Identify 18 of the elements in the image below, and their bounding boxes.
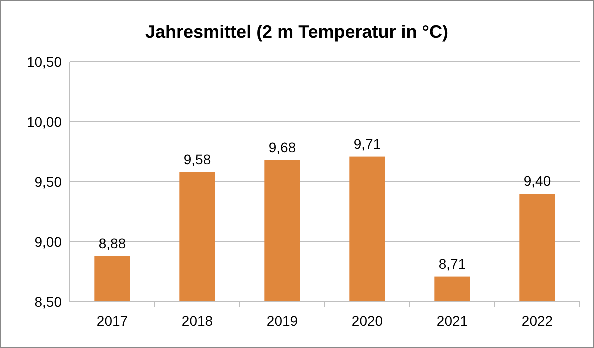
y-tick-label: 8,50	[34, 294, 62, 310]
x-tick-label: 2019	[266, 313, 298, 329]
y-tick-label: 9,00	[34, 234, 62, 250]
y-tick-label: 9,50	[34, 174, 62, 190]
x-tick-label: 2022	[522, 313, 554, 329]
y-tick-label: 10,00	[26, 114, 62, 130]
x-tick-label: 2021	[436, 313, 468, 329]
data-label: 9,68	[268, 139, 296, 156]
data-label: 9,58	[184, 151, 212, 168]
x-tick-label: 2017	[96, 313, 128, 329]
y-tick-label: 10,50	[26, 54, 62, 70]
data-label: 9,71	[354, 136, 382, 152]
x-tick-label: 2018	[182, 313, 214, 329]
x-tick-label: 2020	[352, 313, 384, 329]
data-label: 8,88	[98, 235, 126, 252]
data-label: 8,71	[438, 256, 466, 272]
chart-title: Jahresmittel (2 m Temperatur in °C)	[146, 22, 448, 42]
data-label: 9,40	[524, 173, 552, 189]
